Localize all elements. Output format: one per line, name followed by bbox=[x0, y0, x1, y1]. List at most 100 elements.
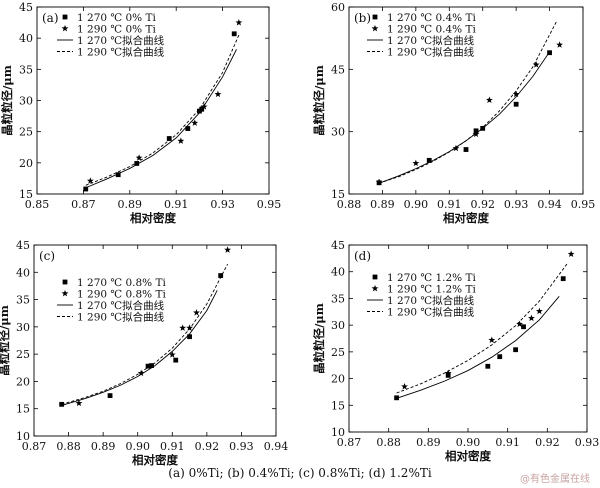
y-tick-label: 15 bbox=[331, 188, 345, 201]
data-point-star bbox=[168, 351, 176, 358]
data-point-square bbox=[218, 273, 224, 278]
x-tick-label: 0.93 bbox=[575, 436, 600, 449]
y-axis-label: 晶粒粒径/μm bbox=[0, 305, 11, 376]
x-tick-label: 0.90 bbox=[125, 440, 150, 453]
x-tick-label: 0.89 bbox=[416, 436, 441, 449]
legend-entry: 1 290 ℃ 1.2% Ti bbox=[387, 284, 476, 296]
legend-entry: 1 290 ℃ 0.4% Ti bbox=[387, 24, 476, 36]
data-point-square bbox=[59, 401, 65, 407]
y-tick-label: 30 bbox=[331, 126, 345, 139]
legend-entry: 1 270 ℃拟合曲线 bbox=[387, 294, 475, 307]
x-tick-label: 0.94 bbox=[264, 440, 289, 453]
data-point-star bbox=[567, 250, 575, 257]
data-point-star bbox=[528, 314, 535, 322]
y-tick-label: 40 bbox=[16, 266, 30, 279]
data-point-square bbox=[547, 50, 552, 56]
fit-curve-1270 bbox=[85, 49, 237, 189]
data-point-square bbox=[187, 334, 192, 340]
fit-curve-1290 bbox=[85, 34, 240, 186]
legend-entry: 1 290 ℃拟合曲线 bbox=[387, 46, 475, 59]
y-tick-label: 35 bbox=[19, 63, 33, 76]
chart-panel-2: 0.88 0.89 0.90 0.91 0.92 0.93 0.94 0.95 15 30 45 60… bbox=[312, 1, 595, 225]
legend-entry: 1 270 ℃拟合曲线 bbox=[387, 34, 475, 47]
legend-entry: 1 270 ℃拟合曲线 bbox=[77, 299, 165, 312]
x-tick-label: 0.88 bbox=[376, 436, 401, 449]
legend-marker-square bbox=[372, 14, 378, 20]
data-point-star bbox=[401, 382, 408, 390]
x-axis-label: 相对密度 bbox=[132, 453, 178, 467]
y-tick-label: 20 bbox=[19, 157, 33, 170]
legend: 1 270 ℃ 0.8% Ti1 290 ℃ 0.8% Ti1 270 ℃拟合曲… bbox=[57, 277, 166, 324]
panel-label: (a) bbox=[42, 11, 59, 25]
x-tick-label: 0.94 bbox=[537, 198, 562, 211]
data-point-square bbox=[166, 136, 172, 141]
fit-curve-1290 bbox=[396, 263, 568, 394]
data-point-square bbox=[134, 161, 140, 166]
x-tick-label: 0.91 bbox=[164, 198, 189, 211]
y-tick-label: 45 bbox=[16, 239, 30, 252]
legend-entry: 1 290 ℃ 0% Ti bbox=[77, 24, 156, 36]
x-tick-label: 0.89 bbox=[370, 198, 395, 211]
data-point-square bbox=[83, 186, 89, 192]
y-tick-label: 45 bbox=[331, 63, 345, 76]
data-point-star bbox=[177, 137, 185, 144]
fit-curve-1270 bbox=[378, 51, 550, 184]
legend-entry: 1 290 ℃拟合曲线 bbox=[77, 46, 165, 59]
y-tick-label: 25 bbox=[19, 126, 33, 139]
data-point-star bbox=[86, 177, 94, 184]
y-axis-label: 晶粒粒径/μm bbox=[312, 65, 326, 136]
x-tick-label: 0.90 bbox=[404, 198, 429, 211]
legend-entry: 1 270 ℃ 0.8% Ti bbox=[77, 277, 166, 289]
x-tick-label: 0.85 bbox=[25, 198, 50, 211]
x-tick-label: 0.93 bbox=[229, 440, 254, 453]
y-tick-label: 40 bbox=[331, 266, 345, 279]
data-point-star bbox=[193, 309, 200, 316]
x-tick-label: 0.90 bbox=[456, 436, 481, 449]
chart-panel-1: 0.85 0.87 0.89 0.91 0.93 0.95 15 20 25 30 35 40 45 相对… bbox=[0, 1, 281, 225]
data-point-square bbox=[394, 395, 399, 401]
watermark-text: @有色金属在线 bbox=[520, 474, 590, 485]
data-point-star bbox=[488, 336, 496, 344]
x-tick-label: 0.91 bbox=[160, 440, 185, 453]
data-point-square bbox=[485, 363, 491, 369]
data-point-square bbox=[426, 157, 432, 163]
panel-label: (c) bbox=[39, 249, 55, 263]
data-point-square bbox=[107, 393, 113, 399]
x-axis-label: 相对密度 bbox=[443, 211, 489, 225]
x-tick-label: 0.95 bbox=[257, 198, 282, 211]
legend-entry: 1 270 ℃ 0% Ti bbox=[77, 12, 156, 24]
data-point-square bbox=[145, 363, 151, 369]
data-point-square bbox=[445, 372, 451, 378]
fit-curve-1270 bbox=[396, 295, 560, 399]
y-tick-label: 45 bbox=[19, 1, 33, 14]
data-point-square bbox=[115, 172, 121, 178]
legend-marker-star bbox=[371, 24, 379, 32]
legend: 1 270 ℃ 0.4% Ti1 290 ℃ 0.4% Ti1 270 ℃拟合曲… bbox=[367, 12, 476, 59]
plot-frame bbox=[348, 6, 584, 195]
x-tick-label: 0.88 bbox=[337, 198, 362, 211]
legend-entry: 1 290 ℃拟合曲线 bbox=[77, 311, 165, 324]
data-point-star bbox=[135, 154, 143, 161]
x-tick-label: 0.93 bbox=[210, 198, 235, 211]
y-tick-label: 25 bbox=[331, 346, 345, 359]
data-point-square bbox=[463, 147, 469, 152]
y-axis-label: 晶粒粒径/μm bbox=[0, 65, 14, 136]
y-tick-label: 35 bbox=[16, 294, 30, 307]
x-tick-label: 0.89 bbox=[91, 440, 116, 453]
legend: 1 270 ℃ 1.2% Ti1 290 ℃ 1.2% Ti1 270 ℃拟合曲… bbox=[367, 272, 476, 319]
y-tick-label: 60 bbox=[331, 1, 345, 14]
data-point-star bbox=[75, 399, 83, 407]
legend-entry: 1 270 ℃拟合曲线 bbox=[77, 34, 165, 47]
fit-curve-1290 bbox=[61, 263, 228, 405]
data-point-square bbox=[173, 357, 179, 363]
data-point-square bbox=[513, 101, 519, 107]
y-tick-label: 45 bbox=[331, 239, 345, 252]
y-tick-label: 20 bbox=[16, 375, 30, 388]
legend-marker-square bbox=[372, 274, 378, 280]
data-point-star bbox=[532, 61, 540, 68]
data-point-star bbox=[412, 159, 420, 167]
y-tick-label: 35 bbox=[331, 292, 345, 305]
y-tick-label: 10 bbox=[16, 430, 30, 443]
y-axis-label: 晶粒粒径/μm bbox=[312, 303, 326, 374]
